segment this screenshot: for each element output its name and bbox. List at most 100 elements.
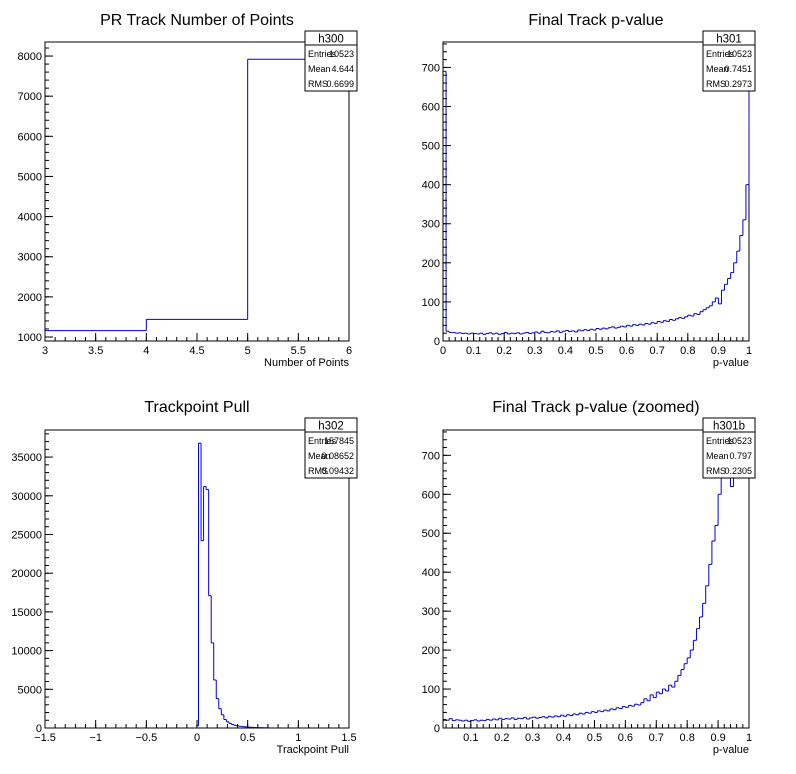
stats-row-label: Mean [706, 451, 729, 461]
y-tick-label: 600 [422, 489, 440, 501]
x-tick-label: 1.5 [341, 732, 356, 744]
y-tick-label: 100 [422, 297, 440, 309]
stats-row-value: 0.6699 [326, 79, 354, 89]
y-tick-label: 400 [422, 180, 440, 192]
y-tick-label: 2000 [18, 292, 42, 304]
x-tick-label: 1 [746, 732, 752, 744]
y-tick-label: 8000 [18, 51, 42, 63]
stats-row-value: 0.09432 [321, 466, 354, 476]
x-tick-label: 0.6 [618, 732, 633, 744]
y-tick-label: 7000 [18, 91, 42, 103]
stats-row-label: RMS [706, 466, 726, 476]
x-tick-label: 3 [42, 345, 48, 357]
stats-row-value: 10523 [727, 436, 752, 446]
x-tick-label: 0.8 [680, 345, 695, 357]
x-axis-label: Number of Points [264, 357, 349, 369]
stats-row-label: Entries [706, 49, 735, 59]
x-tick-label: 4 [143, 345, 149, 357]
x-tick-label: 0.1 [466, 345, 481, 357]
y-tick-label: 0 [434, 723, 440, 735]
x-tick-label: 6 [346, 345, 352, 357]
y-tick-label: 200 [422, 645, 440, 657]
y-tick-label: 700 [422, 62, 440, 74]
stats-row-label: Mean [308, 451, 331, 461]
y-tick-label: 500 [422, 141, 440, 153]
stats-row-label: Entries [308, 436, 337, 446]
stats-row-label: Entries [308, 49, 337, 59]
stats-row-label: Mean [308, 64, 331, 74]
y-tick-label: 35000 [11, 452, 42, 464]
stats-box-frame [702, 30, 756, 92]
stats-row-label: Entries [706, 436, 735, 446]
x-tick-label: 5.5 [291, 345, 306, 357]
chart-title: Trackpoint Pull [144, 399, 249, 416]
stats-box-frame [304, 417, 358, 479]
x-axis-label: Trackpoint Pull [277, 744, 349, 756]
stats-row-label: RMS [308, 466, 328, 476]
x-tick-label: 1 [295, 732, 301, 744]
y-tick-label: 400 [422, 567, 440, 579]
y-tick-label: 4000 [18, 212, 42, 224]
x-tick-label: 0.5 [240, 732, 255, 744]
chart-title: PR Track Number of Points [100, 12, 294, 29]
x-tick-label: 0.7 [650, 345, 665, 357]
stats-row-label: RMS [308, 79, 328, 89]
y-tick-label: 500 [422, 528, 440, 540]
x-tick-label: 3.5 [88, 345, 103, 357]
x-tick-label: 0.9 [710, 732, 725, 744]
stats-row-label: RMS [706, 79, 726, 89]
stats-row-value: 0.2305 [724, 466, 752, 476]
histogram-series [45, 58, 349, 332]
x-tick-label: 0.5 [587, 732, 602, 744]
stats-row-label: Mean [706, 64, 729, 74]
y-tick-label: 10000 [11, 646, 42, 658]
x-tick-label: 0.4 [556, 732, 571, 744]
x-tick-label: 0.8 [680, 732, 695, 744]
y-tick-label: 20000 [11, 568, 42, 580]
pad-3: Trackpoint Pull −1.5 −1 −0.5 0 0.5 1 1.5 0 5000 10… [11, 399, 358, 756]
y-tick-label: 700 [422, 450, 440, 462]
stats-row-value: 10523 [329, 49, 354, 59]
plot-frame [442, 429, 750, 729]
y-tick-label: 5000 [18, 171, 42, 183]
x-axis-label: p-value [713, 357, 749, 369]
x-tick-label: 0.6 [619, 345, 634, 357]
x-tick-label: 0.7 [649, 732, 664, 744]
x-tick-label: −0.5 [135, 732, 157, 744]
y-tick-label: 3000 [18, 252, 42, 264]
plot-frame [44, 41, 350, 342]
chart-title: Final Track p-value (zoomed) [492, 399, 699, 416]
y-tick-label: 5000 [18, 684, 42, 696]
y-tick-label: 0 [434, 336, 440, 348]
stats-box-frame [702, 417, 756, 479]
histogram-series [195, 442, 270, 729]
y-tick-label: 25000 [11, 529, 42, 541]
stats-row-value: 0.797 [729, 451, 752, 461]
x-axis-label: p-value [713, 744, 749, 756]
x-tick-label: −1 [89, 732, 102, 744]
stats-row-value: 0.2973 [724, 79, 752, 89]
y-tick-label: 0 [36, 723, 42, 735]
y-tick-label: 300 [422, 606, 440, 618]
stats-row-value: 157845 [324, 436, 354, 446]
pad-4: Final Track p-value (zoomed) 0.1 0.2 0.3 0.4… [422, 399, 756, 756]
y-tick-label: 30000 [11, 491, 42, 503]
histogram-series [443, 49, 750, 335]
plot-frame [44, 429, 350, 729]
x-tick-label: −1.5 [34, 732, 56, 744]
stats-row-value: 0.08652 [321, 451, 354, 461]
y-tick-label: 300 [422, 219, 440, 231]
x-tick-label: 5 [245, 345, 251, 357]
y-tick-label: 200 [422, 258, 440, 270]
x-tick-label: 0 [194, 732, 200, 744]
histogram-series [443, 437, 737, 722]
y-tick-label: 600 [422, 101, 440, 113]
x-tick-label: 0 [440, 345, 446, 357]
stats-row-value: 0.7451 [724, 64, 752, 74]
stats-row-value: 4.644 [331, 64, 354, 74]
stats-box-name: h301b [713, 421, 745, 433]
